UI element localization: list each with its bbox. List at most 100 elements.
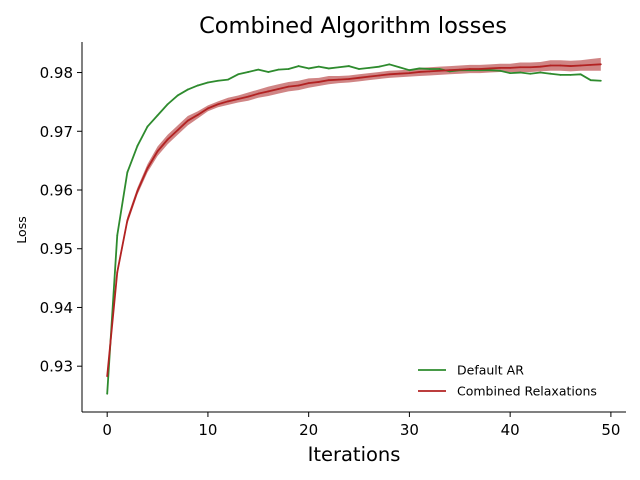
- legend-label-combined-relaxations: Combined Relaxations: [457, 384, 597, 399]
- y-tick-label: 0.94: [40, 299, 73, 317]
- x-tick-label: 40: [501, 421, 520, 439]
- combined-relaxations-line: [106, 63, 601, 377]
- combined-relaxations-point: [418, 71, 421, 73]
- combined-relaxations-point: [448, 69, 451, 72]
- default-ar-point: [438, 68, 441, 70]
- combined-relaxations-point: [358, 76, 360, 79]
- default-ar-point: [277, 68, 280, 71]
- default-ar-point: [368, 66, 371, 69]
- default-ar-point: [418, 67, 421, 70]
- combined-relaxations-point: [599, 63, 602, 66]
- series-lines: [106, 63, 602, 395]
- combined-relaxations-point: [156, 150, 159, 153]
- default-ar-point: [166, 103, 169, 106]
- default-ar-point: [599, 79, 602, 82]
- combined-relaxations-point: [237, 98, 240, 100]
- default-ar-point: [398, 66, 401, 69]
- combined-relaxations-point: [559, 64, 562, 67]
- combined-relaxations-point: [368, 75, 371, 78]
- combined-relaxations-point: [277, 88, 280, 90]
- x-tick-label: 50: [601, 421, 620, 439]
- default-ar-point: [569, 73, 572, 76]
- combined-relaxations-point: [166, 138, 169, 141]
- default-ar-point: [106, 392, 109, 395]
- default-ar-point: [217, 79, 219, 82]
- default-ar-point: [499, 69, 501, 72]
- default-ar-point: [529, 72, 532, 75]
- combined-relaxations-point: [479, 68, 481, 70]
- default-ar-point: [146, 125, 149, 128]
- default-ar-point: [207, 81, 209, 84]
- legend-label-default-ar: Default AR: [457, 363, 524, 378]
- chart-title: Combined Algorithm losses: [199, 13, 507, 39]
- combined-relaxations-point: [307, 82, 310, 85]
- combined-relaxations-point: [146, 167, 149, 170]
- default-ar-point: [348, 65, 350, 67]
- y-tick-label: 0.95: [40, 240, 73, 258]
- combined-relaxations-point: [348, 78, 350, 80]
- y-ticks: 0.93 0.94 0.95 0.96 0.97 0.98: [40, 64, 82, 376]
- combined-relaxations-point: [499, 66, 501, 69]
- combined-relaxations-point: [287, 85, 290, 88]
- combined-relaxations-point: [408, 72, 411, 75]
- default-ar-point: [337, 66, 340, 69]
- default-ar-point: [136, 145, 139, 147]
- default-ar-point: [519, 71, 522, 74]
- y-tick-label: 0.97: [40, 123, 73, 141]
- combined-relaxations-point: [398, 72, 401, 75]
- combined-relaxations-point: [327, 79, 330, 82]
- default-ar-point: [579, 73, 582, 76]
- x-tick-label: 10: [198, 421, 217, 439]
- combined-relaxations-point: [458, 68, 461, 71]
- combined-relaxations-point: [438, 69, 441, 72]
- default-ar-point: [297, 65, 300, 67]
- x-tick-label: 30: [400, 421, 419, 439]
- default-ar-point: [247, 71, 250, 73]
- combined-relaxations-confidence-band: [107, 57, 601, 380]
- combined-relaxations-point: [509, 66, 512, 69]
- axis-spines: [81, 42, 626, 413]
- default-ar-point: [509, 72, 512, 75]
- combined-relaxations-point: [267, 90, 270, 93]
- default-ar-point: [388, 63, 391, 66]
- default-ar-point: [156, 114, 159, 117]
- combined-relaxations-point: [176, 129, 179, 132]
- combined-relaxations-point: [106, 375, 109, 378]
- legend: Default AR Combined Relaxations: [418, 363, 597, 399]
- combined-relaxations-point: [589, 64, 592, 66]
- default-ar-line: [106, 63, 601, 394]
- default-ar-point: [186, 88, 189, 91]
- combined-relaxations-point: [126, 219, 129, 222]
- default-ar-point: [227, 78, 229, 81]
- y-tick-label: 0.93: [40, 358, 73, 376]
- combined-relaxations-point: [217, 103, 219, 106]
- default-ar-point: [257, 68, 260, 71]
- default-ar-point: [327, 67, 330, 70]
- x-tick-label: 20: [299, 421, 318, 439]
- combined-relaxations-point: [207, 107, 209, 110]
- combined-relaxations-point: [468, 68, 471, 70]
- combined-relaxations-point: [529, 66, 532, 69]
- confidence-bands: [107, 57, 601, 380]
- combined-relaxations-point: [136, 190, 139, 193]
- default-ar-point: [116, 234, 119, 237]
- combined-relaxations-point: [227, 100, 229, 103]
- combined-relaxations-point: [196, 113, 199, 116]
- default-ar-point: [267, 71, 270, 73]
- x-tick-label: 0: [102, 421, 112, 439]
- default-ar-point: [549, 72, 552, 75]
- default-ar-point: [489, 69, 491, 72]
- default-ar-point: [589, 79, 592, 82]
- y-tick-label: 0.98: [40, 64, 73, 82]
- combined-relaxations-point: [378, 74, 381, 77]
- default-ar-point: [126, 171, 129, 174]
- combined-relaxations-point: [337, 78, 340, 81]
- default-ar-point: [358, 68, 360, 70]
- combined-relaxations-point: [569, 65, 572, 67]
- combined-relaxations-point: [428, 70, 431, 73]
- default-ar-point: [287, 68, 290, 70]
- combined-relaxations-point: [297, 84, 300, 87]
- default-ar-point: [428, 68, 431, 70]
- combined-relaxations-point: [549, 64, 552, 67]
